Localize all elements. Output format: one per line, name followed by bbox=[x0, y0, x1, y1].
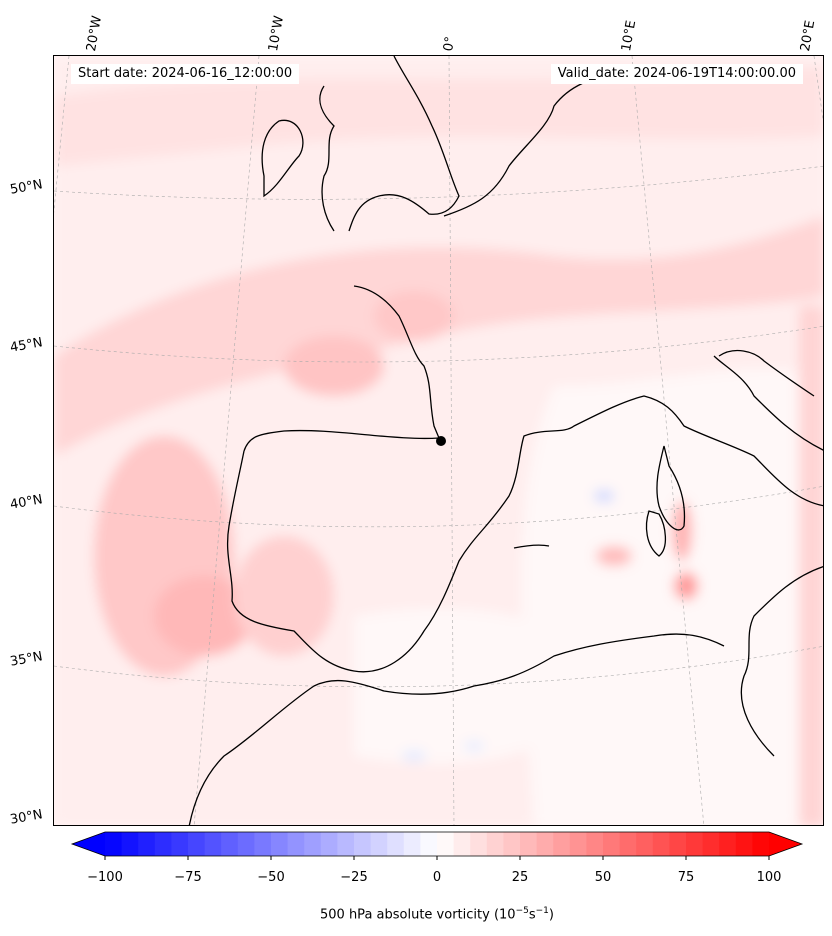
colorbar-segment bbox=[569, 832, 587, 856]
colorbar-tick: 0 bbox=[432, 870, 442, 885]
vorticity-field bbox=[54, 56, 823, 825]
colorbar-segment bbox=[437, 832, 455, 856]
colorbar-segment bbox=[138, 832, 156, 856]
colorbar-label-suffix: ) bbox=[548, 907, 554, 923]
colorbar-segment bbox=[420, 832, 438, 856]
colorbar-segment bbox=[719, 832, 737, 856]
colorbar-segment bbox=[686, 832, 704, 856]
colorbar-segment bbox=[121, 832, 139, 856]
colorbar-segment bbox=[636, 832, 654, 856]
colorbar-segment bbox=[503, 832, 521, 856]
colorbar-segment bbox=[403, 832, 421, 856]
lat-label-45n: 45°N bbox=[8, 335, 44, 356]
colorbar-segment bbox=[619, 832, 637, 856]
colorbar bbox=[70, 831, 804, 860]
colorbar-segment bbox=[669, 832, 687, 856]
colorbar-segment bbox=[254, 832, 272, 856]
lon-label-20w: 20°W bbox=[84, 14, 106, 53]
colorbar-extend-min bbox=[72, 832, 105, 856]
valid-date-label: Valid_date: 2024-06-19T14:00:00.00 bbox=[550, 64, 803, 84]
colorbar-tick: 50 bbox=[594, 870, 612, 885]
colorbar-segment bbox=[320, 832, 338, 856]
lat-label-50n: 50°N bbox=[8, 177, 44, 198]
lat-label-40n: 40°N bbox=[8, 492, 44, 513]
colorbar-tick: −50 bbox=[257, 870, 285, 885]
colorbar-segment bbox=[603, 832, 621, 856]
colorbar-label: 500 hPa absolute vorticity (10−5s−1) bbox=[0, 906, 832, 922]
colorbar-segment bbox=[304, 832, 322, 856]
colorbar-segment bbox=[453, 832, 471, 856]
colorbar-tick: −75 bbox=[174, 870, 202, 885]
colorbar-segment bbox=[553, 832, 571, 856]
graticule bbox=[54, 56, 823, 825]
colorbar-segment bbox=[154, 832, 172, 856]
colorbar-segment bbox=[652, 832, 670, 856]
lat-label-30n: 30°N bbox=[8, 807, 44, 828]
colorbar-segment bbox=[204, 832, 222, 856]
colorbar-segment bbox=[520, 832, 538, 856]
colorbar-segment bbox=[287, 832, 305, 856]
colorbar-segment bbox=[271, 832, 289, 856]
colorbar-segment bbox=[752, 832, 770, 856]
lon-label-10w: 10°W bbox=[266, 14, 288, 53]
lon-label-10e: 10°E bbox=[619, 19, 640, 53]
colorbar-label-exp1: −5 bbox=[515, 906, 529, 916]
colorbar-label-prefix: 500 hPa absolute vorticity (10 bbox=[320, 907, 516, 923]
coastlines bbox=[188, 56, 823, 825]
colorbar-segment bbox=[354, 832, 372, 856]
colorbar-segment bbox=[735, 832, 753, 856]
colorbar-tick: 75 bbox=[677, 870, 695, 885]
colorbar-segment bbox=[387, 832, 405, 856]
colorbar-segment bbox=[237, 832, 255, 856]
colorbar-segment bbox=[536, 832, 554, 856]
lon-label-20e: 20°E bbox=[798, 19, 819, 53]
colorbar-segment bbox=[105, 832, 123, 856]
colorbar-segment bbox=[337, 832, 355, 856]
vorticity-map bbox=[54, 56, 823, 825]
lat-label-35n: 35°N bbox=[8, 649, 44, 670]
colorbar-tick: −100 bbox=[87, 870, 123, 885]
colorbar-tick: 25 bbox=[511, 870, 529, 885]
colorbar-segment bbox=[370, 832, 388, 856]
colorbar-segment bbox=[171, 832, 189, 856]
colorbar-extend-max bbox=[769, 832, 802, 856]
colorbar-segment bbox=[221, 832, 239, 856]
colorbar-segment bbox=[486, 832, 504, 856]
colorbar-segment bbox=[188, 832, 206, 856]
map-panel bbox=[53, 55, 824, 826]
start-date-label: Start date: 2024-06-16_12:00:00 bbox=[71, 64, 300, 84]
location-marker bbox=[436, 436, 446, 446]
colorbar-segment bbox=[470, 832, 488, 856]
colorbar-tick: −25 bbox=[340, 870, 368, 885]
colorbar-tick: 100 bbox=[756, 870, 782, 885]
colorbar-label-exp2: −1 bbox=[535, 906, 549, 916]
lon-label-0: 0° bbox=[441, 35, 459, 53]
colorbar-segment bbox=[586, 832, 604, 856]
colorbar-label-mid: s bbox=[528, 907, 536, 923]
colorbar-segment bbox=[702, 832, 720, 856]
